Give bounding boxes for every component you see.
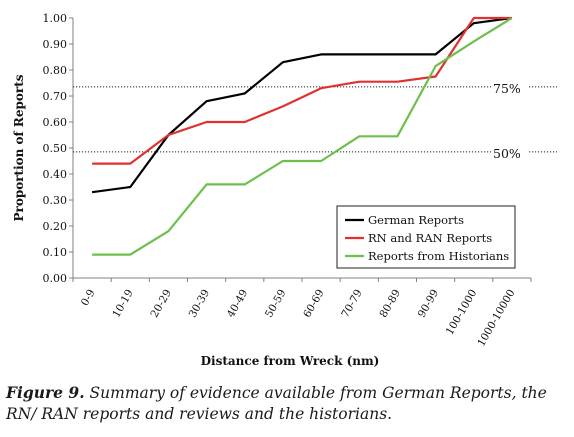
y-tick-label: 0.60 [43, 116, 68, 129]
x-tick-label: 30-39 [187, 288, 213, 320]
x-tick-label: 10-19 [110, 288, 136, 320]
x-tick-label: 90-99 [416, 288, 442, 320]
series-line-3 [92, 17, 513, 256]
y-tick-label: 0.10 [43, 246, 68, 259]
x-tick-label: 80-89 [377, 288, 403, 320]
reference-line-label: 75% [493, 81, 521, 96]
caption-text: Summary of evidence available from Germa… [6, 384, 547, 423]
y-axis-title: Proportion of Reports [12, 74, 26, 221]
series-line-2 [92, 16, 512, 165]
legend: German Reports RN and RAN Reports Reports … [336, 205, 516, 269]
y-tick-label: 0.50 [43, 142, 68, 155]
legend-label: German Reports [368, 213, 464, 227]
x-tick-label: 0-9 [79, 288, 98, 309]
x-tick-label: 70-79 [339, 288, 365, 320]
x-tick-label: 100-1000 [444, 288, 480, 338]
legend-box [336, 205, 516, 269]
x-tick-label: 20-29 [148, 288, 174, 320]
x-axis-title: Distance from Wreck (nm) [201, 354, 380, 368]
figure-caption: Figure 9. Summary of evidence available … [6, 382, 566, 425]
y-tick-label: 0.00 [43, 272, 68, 285]
line-chart: 0.00 0.10 0.20 0.30 0.40 0.50 0.60 0.70 0.80 0.90… [12, 12, 557, 368]
legend-label: RN and RAN Reports [368, 231, 492, 245]
reference-lines: 75% 50% [73, 81, 557, 161]
caption-label: Figure 9. [6, 383, 85, 402]
x-tick-label: 50-59 [263, 288, 289, 320]
legend-label: Reports from Historians [368, 249, 509, 263]
axis-labels: Distance from Wreck (nm) Proportion of Re… [12, 74, 379, 368]
series-line-1 [91, 16, 513, 194]
y-tick-label: 0.70 [43, 90, 68, 103]
x-tick-label: 60-69 [301, 288, 327, 320]
y-tick-label: 0.80 [43, 64, 68, 77]
y-tick-label: 0.40 [43, 168, 68, 181]
y-tick-label: 0.30 [43, 194, 68, 207]
x-tick-label: 40-49 [225, 288, 251, 320]
y-tick-label: 1.00 [43, 12, 68, 25]
chart-axes: 0.00 0.10 0.20 0.30 0.40 0.50 0.60 0.70 0.80 0.90… [43, 12, 532, 349]
x-tick-label: 1000-10000 [475, 288, 517, 349]
series-lines [91, 16, 513, 256]
y-tick-label: 0.90 [43, 38, 68, 51]
reference-line-label: 50% [493, 146, 521, 161]
y-tick-label: 0.20 [43, 220, 68, 233]
